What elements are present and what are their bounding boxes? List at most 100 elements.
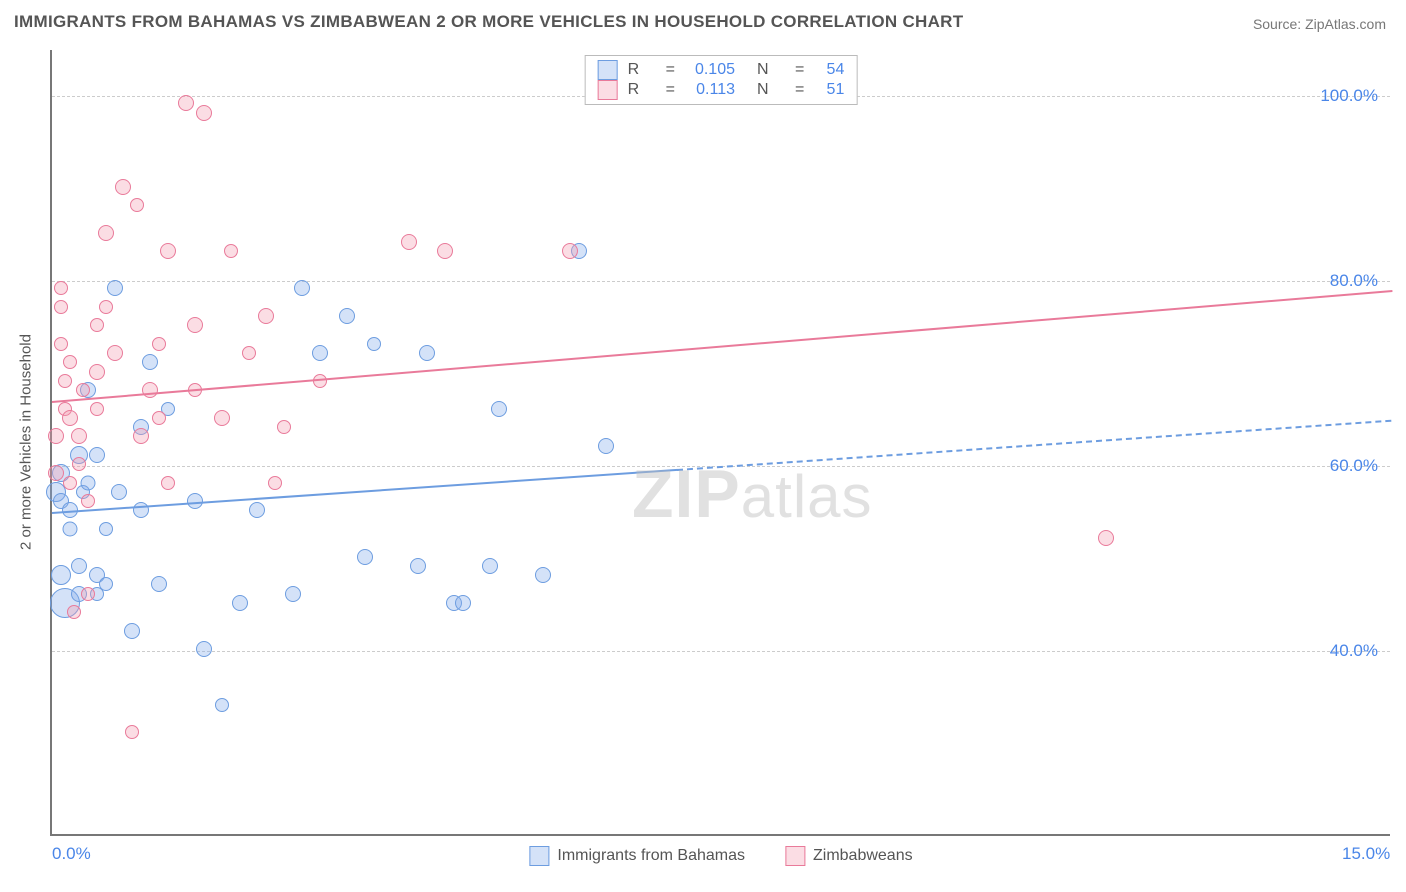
scatter-point xyxy=(455,595,471,611)
legend-swatch xyxy=(598,60,618,80)
x-tick-label: 15.0% xyxy=(1342,844,1390,864)
scatter-point xyxy=(89,364,105,380)
legend-stat-row: R=0.105N=54 xyxy=(598,60,845,80)
legend-R-label: R xyxy=(628,61,656,79)
legend-N-value: 54 xyxy=(814,61,844,79)
scatter-point xyxy=(72,457,86,471)
scatter-point xyxy=(491,401,507,417)
scatter-point xyxy=(232,595,248,611)
scatter-point xyxy=(160,243,176,259)
scatter-point xyxy=(161,476,175,490)
scatter-point xyxy=(71,428,87,444)
scatter-point xyxy=(81,587,95,601)
legend-swatch xyxy=(529,846,549,866)
scatter-point xyxy=(419,345,435,361)
scatter-point xyxy=(196,641,212,657)
scatter-point xyxy=(107,345,123,361)
scatter-point xyxy=(410,558,426,574)
scatter-point xyxy=(242,346,256,360)
y-tick-label: 60.0% xyxy=(1330,456,1378,476)
scatter-point xyxy=(339,308,355,324)
scatter-point xyxy=(294,280,310,296)
legend-N-value: 51 xyxy=(814,81,844,99)
legend-series-item: Zimbabweans xyxy=(785,846,913,866)
legend-series-label: Zimbabweans xyxy=(813,847,913,865)
scatter-point xyxy=(142,354,158,370)
y-tick-label: 100.0% xyxy=(1320,86,1378,106)
scatter-point xyxy=(71,558,87,574)
scatter-point xyxy=(151,576,167,592)
legend-series-label: Immigrants from Bahamas xyxy=(557,847,745,865)
legend-N-label: N xyxy=(757,61,785,79)
scatter-point xyxy=(89,447,105,463)
y-axis-label: 2 or more Vehicles in Household xyxy=(18,334,35,550)
scatter-point xyxy=(51,565,71,585)
legend-eq: = xyxy=(795,81,804,99)
scatter-point xyxy=(107,280,123,296)
scatter-point xyxy=(249,502,265,518)
scatter-point xyxy=(90,318,104,332)
chart-plot-area: 40.0%60.0%80.0%100.0%0.0%15.0% ZIPatlas … xyxy=(50,50,1390,836)
legend-series-item: Immigrants from Bahamas xyxy=(529,846,745,866)
scatter-point xyxy=(535,567,551,583)
scatter-point xyxy=(58,374,72,388)
legend-N-label: N xyxy=(757,81,785,99)
scatter-point xyxy=(482,558,498,574)
scatter-point xyxy=(115,179,131,195)
scatter-point xyxy=(133,428,149,444)
scatter-point xyxy=(99,300,113,314)
scatter-point xyxy=(214,410,230,426)
scatter-point xyxy=(48,428,64,444)
scatter-point xyxy=(152,337,166,351)
scatter-point xyxy=(63,476,77,490)
scatter-point xyxy=(598,438,614,454)
scatter-point xyxy=(285,586,301,602)
legend-eq: = xyxy=(666,61,675,79)
chart-title: IMMIGRANTS FROM BAHAMAS VS ZIMBABWEAN 2 … xyxy=(14,12,963,32)
scatter-point xyxy=(76,383,90,397)
scatter-point xyxy=(62,410,78,426)
scatter-point xyxy=(130,198,144,212)
scatter-point xyxy=(196,105,212,121)
scatter-point xyxy=(401,234,417,250)
y-tick-label: 80.0% xyxy=(1330,271,1378,291)
scatter-point xyxy=(124,623,140,639)
legend-stat-row: R = 0.113 N = 51 xyxy=(598,80,845,100)
scatter-point xyxy=(81,494,95,508)
legend-eq: = xyxy=(795,61,804,79)
scatter-point xyxy=(178,95,194,111)
scatter-point xyxy=(54,337,68,351)
scatter-point xyxy=(1098,530,1114,546)
legend-eq: = xyxy=(666,81,675,99)
legend-swatch xyxy=(598,80,618,100)
scatter-point xyxy=(99,522,113,536)
x-tick-label: 0.0% xyxy=(52,844,91,864)
scatter-point xyxy=(63,355,77,369)
scatter-point xyxy=(152,411,166,425)
scatter-point xyxy=(67,605,81,619)
scatter-point xyxy=(99,577,113,591)
gridline xyxy=(52,651,1390,652)
trend-line xyxy=(677,420,1392,471)
scatter-point xyxy=(224,244,238,258)
scatter-point xyxy=(54,281,68,295)
source-attribution: Source: ZipAtlas.com xyxy=(1253,16,1386,32)
scatter-point xyxy=(187,317,203,333)
scatter-point xyxy=(90,402,104,416)
scatter-point xyxy=(54,300,68,314)
legend-R-value: 0.113 xyxy=(685,81,735,99)
scatter-point xyxy=(80,475,95,490)
scatter-point xyxy=(215,698,229,712)
legend-stats: R=0.105N=54R=0.113N=51 xyxy=(585,55,858,105)
scatter-point xyxy=(562,243,578,259)
scatter-point xyxy=(125,725,139,739)
gridline xyxy=(52,281,1390,282)
legend-R-label: R xyxy=(628,81,656,99)
scatter-point xyxy=(142,382,158,398)
legend-series: Immigrants from Bahamas Zimbabweans xyxy=(529,846,912,866)
scatter-point xyxy=(268,476,282,490)
y-tick-label: 40.0% xyxy=(1330,641,1378,661)
scatter-point xyxy=(48,465,64,481)
scatter-point xyxy=(277,420,291,434)
scatter-point xyxy=(357,549,373,565)
